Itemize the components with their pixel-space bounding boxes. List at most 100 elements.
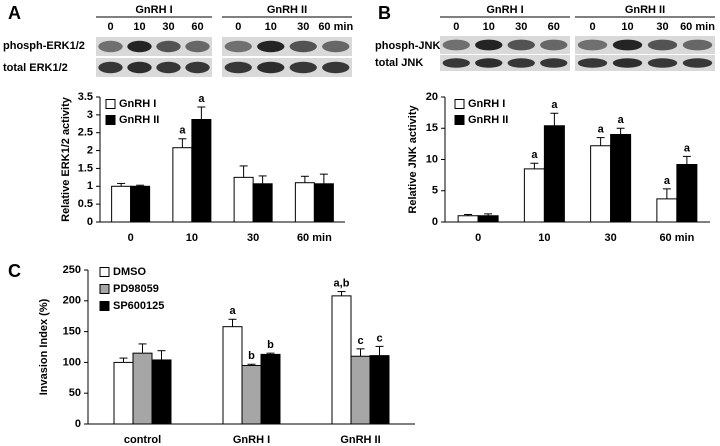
blot-timepoint: 30	[162, 21, 174, 33]
significance-label: b	[267, 339, 274, 351]
bar	[590, 145, 612, 223]
x-tick-label: 60 min	[659, 232, 694, 244]
blot-band	[507, 58, 535, 68]
blot-timepoint: 30	[656, 21, 668, 33]
significance-label: b	[248, 350, 255, 362]
blot-timepoint: 30	[515, 21, 527, 33]
y-axis-label: Invasion Index (%)	[38, 298, 50, 395]
panel-label: B	[378, 3, 391, 23]
x-tick-label: 60 min	[297, 232, 332, 244]
blot-row-label: phosph-JNK	[375, 40, 440, 52]
bar	[313, 183, 334, 223]
blot-group-label: GnRH II	[625, 4, 665, 16]
y-tick-label: 50	[69, 387, 81, 399]
panel-label: A	[8, 3, 21, 23]
x-tick-label: 30	[247, 232, 259, 244]
blot-band	[577, 58, 608, 68]
y-tick-label: 2.5	[78, 127, 93, 139]
bar	[151, 359, 172, 425]
legend-swatch	[454, 115, 465, 125]
bar	[331, 295, 352, 425]
blot-band	[442, 58, 470, 68]
legend-swatch	[105, 99, 116, 109]
blot-band	[257, 61, 285, 74]
significance-label: a	[179, 125, 186, 137]
bar	[132, 352, 153, 425]
bar	[241, 364, 262, 425]
blot-band	[98, 40, 123, 53]
x-tick-label: 30	[605, 232, 617, 244]
blot-band	[185, 40, 210, 53]
legend-swatch	[99, 301, 110, 311]
bar	[294, 182, 315, 223]
bar	[233, 176, 254, 223]
y-tick-label: 0.5	[78, 198, 93, 210]
bar	[457, 215, 479, 223]
x-tick-label: control	[124, 434, 161, 446]
bar	[369, 355, 390, 425]
blot-timepoint: 60	[191, 21, 203, 33]
blot-timepoint: 60 min	[318, 21, 353, 33]
blot-group-label: GnRH I	[135, 4, 172, 16]
bar	[610, 134, 632, 223]
blot-timepoint: 0	[453, 21, 459, 33]
blot-band	[257, 40, 285, 53]
blot-band	[612, 39, 643, 51]
blot-timepoint: 10	[265, 21, 277, 33]
blot-band	[289, 40, 317, 53]
y-tick-label: 0	[432, 216, 438, 228]
panel-label: C	[8, 261, 21, 281]
blot-timepoint: 10	[621, 21, 633, 33]
blot-band	[475, 39, 503, 51]
x-tick-label: GnRH I	[233, 434, 270, 446]
blot-band	[98, 61, 123, 74]
blot-band	[612, 58, 643, 68]
blot-background	[575, 36, 715, 54]
blot-band	[322, 61, 350, 74]
significance-label: a	[664, 175, 671, 187]
blot-band	[156, 61, 181, 74]
significance-label: c	[357, 335, 363, 347]
y-tick-label: 3.5	[78, 91, 93, 103]
bar	[113, 361, 134, 425]
x-tick-label: 10	[186, 232, 198, 244]
significance-label: a,b	[334, 277, 350, 289]
blot-band	[224, 40, 252, 53]
blot-background	[222, 58, 352, 77]
significance-label: a	[598, 124, 605, 136]
y-tick-label: 1	[87, 180, 93, 192]
legend-swatch	[99, 267, 110, 277]
blot-timepoint: 60	[548, 21, 560, 33]
y-tick-label: 20	[426, 91, 438, 103]
blot-band	[540, 58, 568, 68]
blot-row-label: phosph-ERK1/2	[3, 40, 85, 52]
y-tick-label: 200	[63, 295, 81, 307]
blot-timepoint: 60 min	[680, 21, 715, 33]
legend-label: GnRH I	[119, 98, 156, 110]
bar	[222, 326, 243, 425]
blot-timepoint: 30	[297, 21, 309, 33]
bar	[676, 164, 698, 223]
bar	[191, 119, 212, 223]
y-tick-label: 2	[87, 144, 93, 156]
blot-background	[440, 36, 570, 54]
legend-label: PD98059	[113, 283, 159, 295]
y-tick-label: 5	[432, 185, 438, 197]
legend-label: DMSO	[113, 266, 146, 278]
x-tick-label: 0	[128, 232, 134, 244]
significance-label: a	[618, 114, 625, 126]
blot-group-label: GnRH I	[486, 4, 523, 16]
legend-label: GnRH I	[468, 98, 505, 110]
bar	[477, 215, 499, 223]
blot-band	[507, 39, 535, 51]
y-tick-label: 3	[87, 109, 93, 121]
y-tick-label: 1.5	[78, 162, 93, 174]
blot-band	[289, 61, 317, 74]
y-axis-label: Relative JNK activity	[407, 105, 419, 214]
blot-band	[224, 61, 252, 74]
blot-background	[440, 55, 570, 71]
blot-band	[442, 39, 470, 51]
bar	[523, 168, 545, 223]
y-tick-label: 100	[63, 356, 81, 368]
blot-band	[322, 40, 350, 53]
